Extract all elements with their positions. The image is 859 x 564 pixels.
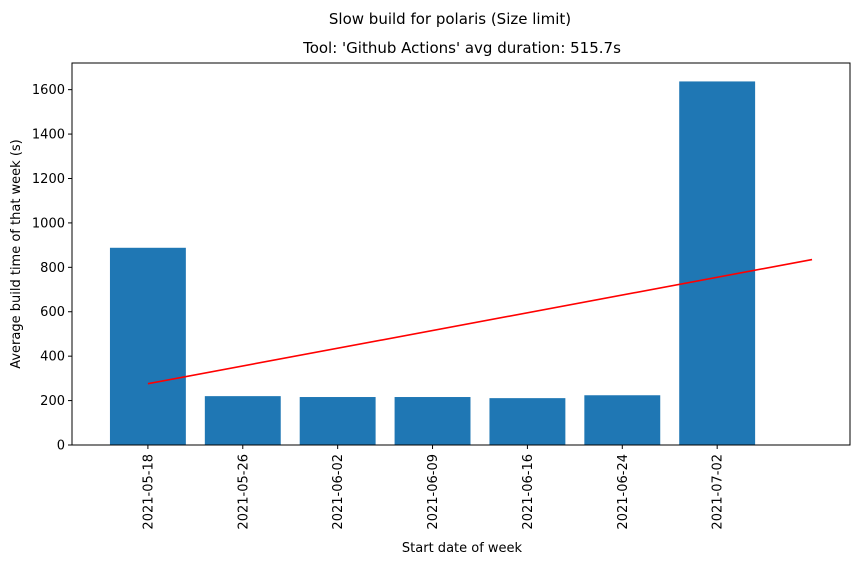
bar xyxy=(204,396,281,445)
x-tick-label: 2021-06-02 xyxy=(331,454,346,530)
y-tick-label: 1000 xyxy=(32,216,65,231)
bar xyxy=(679,81,756,446)
bar xyxy=(584,395,661,445)
bar xyxy=(394,397,471,445)
x-axis: 2021-05-18 2021-05-26 2021-06-02 2021-06-09… xyxy=(141,445,726,530)
trend-line xyxy=(147,258,813,385)
bar xyxy=(109,247,186,445)
y-tick-label: 1200 xyxy=(32,172,65,187)
x-tick-label: 2021-06-16 xyxy=(521,454,536,530)
y-tick-label: 200 xyxy=(40,394,65,409)
x-tick-label: 2021-05-26 xyxy=(236,454,251,530)
x-axis-label: Start date of week xyxy=(402,541,523,556)
y-tick-label: 600 xyxy=(40,305,65,320)
y-tick-label: 0 xyxy=(57,439,65,454)
bar xyxy=(489,398,566,445)
bars-layer xyxy=(109,81,756,446)
plot-frame xyxy=(71,62,851,446)
x-tick-label: 2021-07-02 xyxy=(711,454,726,530)
y-tick-label: 800 xyxy=(40,261,65,276)
y-axis: 0 200 400 600 800 1000 1200 1400 1600 xyxy=(32,83,72,454)
y-tick-label: 400 xyxy=(40,350,65,365)
y-axis-label: Average build time of that week (s) xyxy=(9,139,24,369)
chart-suptitle: Slow build for polaris (Size limit) xyxy=(329,10,571,28)
bar xyxy=(299,397,376,445)
x-tick-label: 2021-06-09 xyxy=(426,454,441,530)
chart-title: Tool: 'Github Actions' avg duration: 515… xyxy=(302,39,621,57)
trend-layer xyxy=(147,258,813,385)
x-tick-label: 2021-05-18 xyxy=(141,454,156,530)
y-tick-label: 1400 xyxy=(32,128,65,143)
x-tick-label: 2021-06-24 xyxy=(616,454,631,530)
y-tick-label: 1600 xyxy=(32,83,65,98)
